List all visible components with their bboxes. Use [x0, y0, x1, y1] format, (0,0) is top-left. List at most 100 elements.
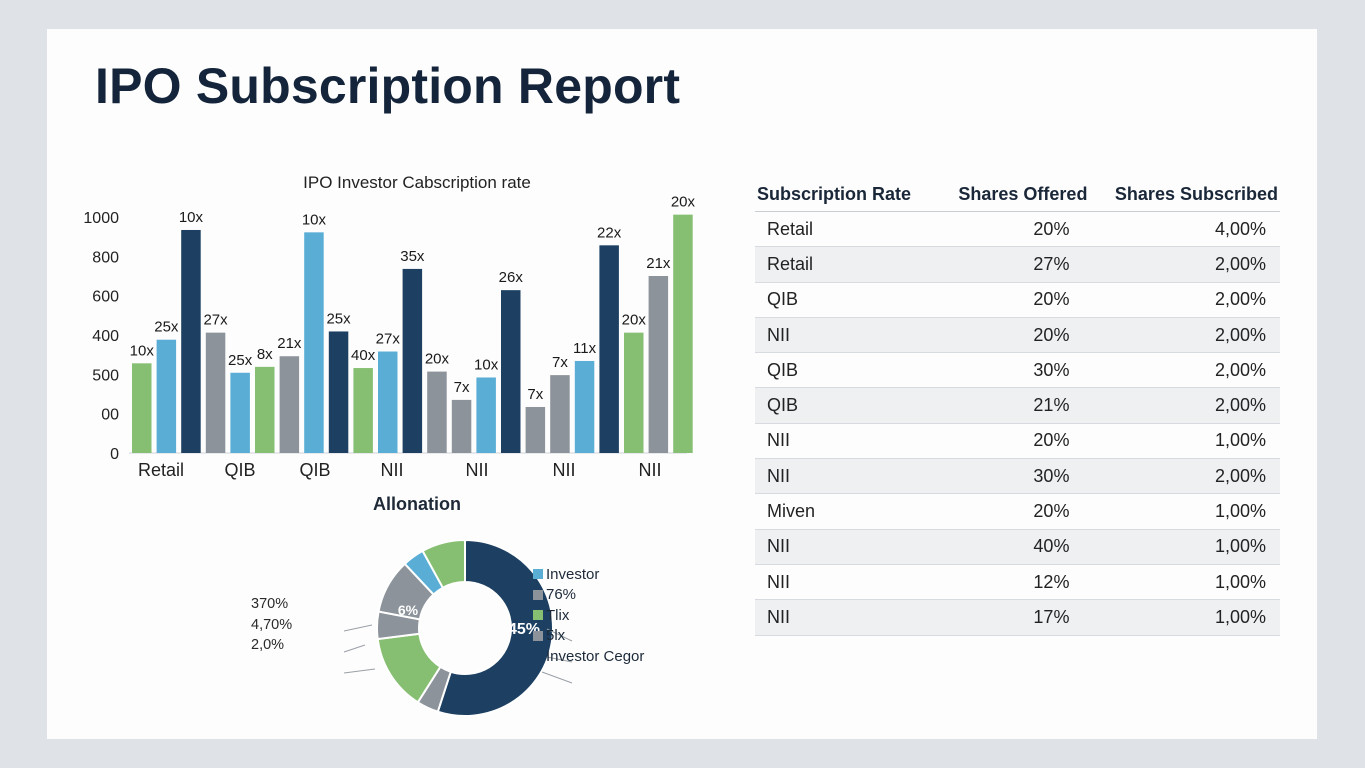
page-title: IPO Subscription Report: [95, 58, 681, 114]
table-cell: 1,00%: [1087, 599, 1280, 636]
bar-data-label: 20x: [622, 312, 647, 329]
bar-data-label: 21x: [646, 255, 671, 272]
bar-data-label: 7x: [552, 354, 568, 371]
table-cell: 20%: [936, 493, 1088, 530]
table-cell: NII: [755, 423, 937, 460]
bar: [230, 372, 250, 453]
donut-center-label: 45%: [508, 621, 540, 638]
table-row: QIB 20% 2,00%: [755, 282, 1280, 318]
table-row: NII 12% 1,00%: [755, 564, 1280, 601]
subscription-table: Subscription Rate Shares Offered Shares …: [755, 177, 1280, 636]
table-cell: 30%: [936, 458, 1088, 495]
table-cell: 20%: [936, 211, 1088, 248]
table-row: QIB 21% 2,00%: [755, 387, 1280, 424]
legend-label: Investor: [546, 565, 600, 583]
bar: [673, 214, 693, 453]
donut-chart-title: Allonation: [373, 494, 461, 514]
donut-legend: Investor 76% Tlix 5lx Investor Cegor: [533, 564, 644, 667]
legend-swatch: [533, 589, 543, 600]
table-cell: 4,00%: [1087, 211, 1280, 248]
table-cell: 20%: [936, 282, 1088, 318]
table-cell: NII: [755, 564, 937, 601]
legend-swatch: [533, 569, 543, 580]
table-cell: 21%: [936, 387, 1088, 424]
table-cell: 30%: [936, 352, 1088, 389]
donut-slice: [436, 538, 554, 717]
bar-data-label: 11x: [573, 340, 597, 357]
bar: [648, 276, 669, 453]
donut-chart: 45% 6%: [343, 538, 573, 717]
table-cell: 17%: [936, 599, 1088, 636]
table-cell: 2,00%: [1087, 352, 1280, 389]
donut-callout-label: 4,70%: [251, 616, 293, 633]
y-tick-label: 500: [92, 367, 119, 384]
bar-data-label: 20x: [671, 194, 696, 211]
table-row: Miven 20% 1,00%: [755, 493, 1280, 530]
table-row: NII 17% 1,00%: [755, 599, 1280, 636]
table-cell: 1,00%: [1087, 529, 1280, 565]
subscription-table-wrap: Subscription Rate Shares Offered Shares …: [755, 177, 1280, 636]
donut-callout-label: 370%: [251, 596, 289, 612]
bar-data-label: 26x: [499, 269, 524, 286]
bar: [550, 375, 570, 453]
column-header: Subscription Rate: [755, 177, 937, 212]
table-cell: 2,00%: [1087, 387, 1280, 424]
legend-item: Investor: [533, 564, 644, 585]
bar: [427, 371, 447, 453]
bar-data-label: 25x: [154, 319, 179, 336]
bar: [624, 332, 644, 453]
table-row: Retail 27% 2,00%: [755, 246, 1280, 283]
y-tick-label: 800: [92, 249, 119, 266]
y-tick-label: 600: [92, 289, 119, 306]
x-category-label: NII: [638, 460, 661, 480]
bar: [402, 268, 423, 453]
y-tick-label: 00: [101, 407, 119, 424]
table-row: NII 30% 2,00%: [755, 458, 1280, 495]
table-cell: Retail: [755, 211, 937, 248]
table-cell: 1,00%: [1087, 493, 1280, 530]
table-cell: 20%: [936, 317, 1088, 354]
donut-callout-label: 2,0%: [251, 637, 285, 653]
x-category-label: NII: [552, 460, 575, 480]
y-tick-label: 1000: [83, 210, 119, 227]
bar: [353, 368, 373, 453]
table-row: NII 20% 2,00%: [755, 317, 1280, 354]
callout-line: [343, 668, 376, 674]
legend-leader-line: [541, 671, 573, 684]
x-category-label: QIB: [299, 460, 330, 480]
bar: [599, 245, 619, 453]
bar-data-label: 10x: [130, 342, 155, 359]
bar-data-label: 10x: [302, 211, 327, 228]
bar-data-label: 8x: [257, 346, 273, 363]
legend-swatch: [533, 651, 543, 662]
column-header: Shares Offered: [936, 177, 1088, 212]
legend-label: Tlix: [546, 606, 570, 624]
bar: [132, 363, 152, 453]
table-row: QIB 30% 2,00%: [755, 352, 1280, 389]
bar: [451, 399, 472, 453]
bar-data-label: 40x: [351, 347, 376, 364]
bar-data-label: 21x: [277, 335, 302, 352]
legend-label: Investor Cegor: [546, 647, 645, 665]
column-header: Shares Subscribed: [1087, 177, 1280, 212]
bar: [156, 339, 177, 453]
bar-data-label: 20x: [425, 351, 450, 368]
legend-swatch: [533, 630, 543, 641]
table-cell: NII: [755, 317, 937, 354]
bar-data-label: 7x: [527, 386, 543, 403]
donut-callouts: 370% 4,70% 2,0%: [251, 594, 292, 656]
table-row: NII 40% 1,00%: [755, 529, 1280, 565]
bar-data-label: 25x: [228, 352, 253, 369]
x-category-label: NII: [465, 460, 488, 480]
bar-data-label: 10x: [179, 209, 204, 226]
bar: [279, 356, 300, 453]
bar-data-label: 25x: [326, 310, 351, 327]
legend-item: 5lx: [533, 626, 644, 647]
bar: [574, 360, 595, 453]
x-category-label: Retail: [138, 460, 184, 480]
x-category-label: QIB: [224, 460, 255, 480]
y-tick-label: 400: [92, 328, 119, 345]
bar-data-label: 35x: [400, 248, 425, 265]
y-tick-label: 0: [110, 446, 119, 463]
